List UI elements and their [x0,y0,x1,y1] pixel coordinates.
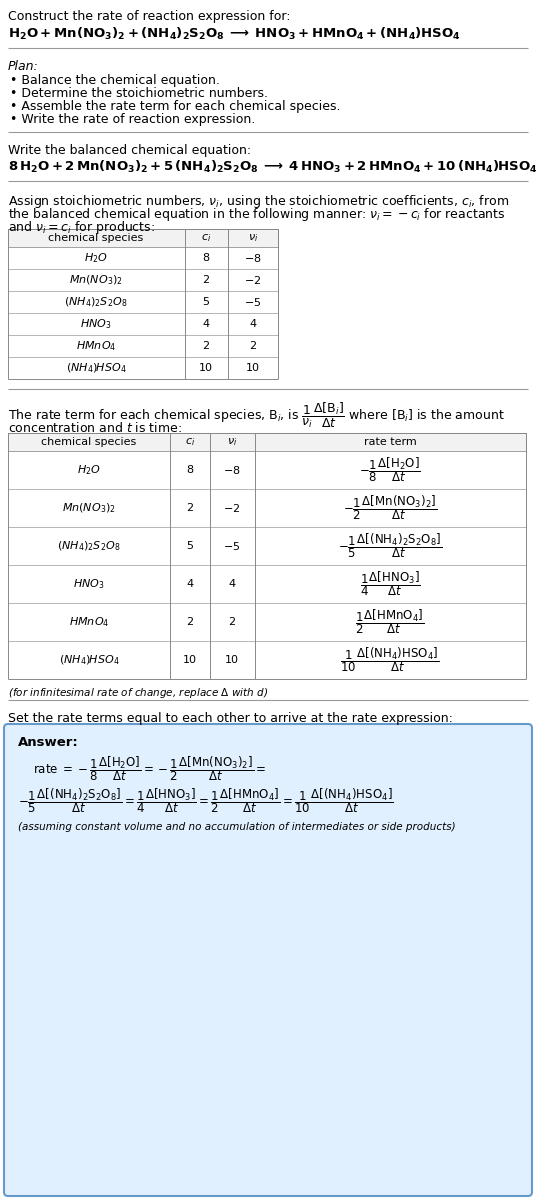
Text: $H_2O$: $H_2O$ [84,251,108,265]
Text: Plan:: Plan: [8,60,39,73]
Text: Assign stoichiometric numbers, $\nu_i$, using the stoichiometric coefficients, $: Assign stoichiometric numbers, $\nu_i$, … [8,193,509,210]
Text: 10: 10 [183,655,197,665]
Text: and $\nu_i = c_i$ for products:: and $\nu_i = c_i$ for products: [8,218,155,236]
Text: Construct the rate of reaction expression for:: Construct the rate of reaction expressio… [8,10,291,23]
Text: • Determine the stoichiometric numbers.: • Determine the stoichiometric numbers. [10,86,268,100]
Text: the balanced chemical equation in the following manner: $\nu_i = -c_i$ for react: the balanced chemical equation in the fo… [8,206,505,223]
Text: $\dfrac{1}{10}\dfrac{\Delta[(\mathrm{NH_4})\mathrm{HSO_4}]}{\Delta t}$: $\dfrac{1}{10}\dfrac{\Delta[(\mathrm{NH_… [340,646,440,674]
Text: $-2$: $-2$ [224,502,241,514]
Text: 5: 5 [187,541,193,551]
Text: $-8$: $-8$ [223,464,241,476]
Text: 8: 8 [203,253,210,263]
Text: 4: 4 [249,319,257,329]
Text: 2: 2 [203,341,210,350]
Text: (for infinitesimal rate of change, replace $\Delta$ with $d$): (for infinitesimal rate of change, repla… [8,686,268,700]
Text: rate term: rate term [363,437,416,446]
Text: $\dfrac{1}{4}\dfrac{\Delta[\mathrm{HNO_3}]}{\Delta t}$: $\dfrac{1}{4}\dfrac{\Delta[\mathrm{HNO_3… [360,570,420,599]
Text: $-5$: $-5$ [244,296,262,308]
Text: $c_i$: $c_i$ [201,232,211,244]
Text: $Mn(NO_3)_2$: $Mn(NO_3)_2$ [69,274,123,287]
Text: $-8$: $-8$ [244,252,262,264]
Text: 4: 4 [228,578,235,589]
Text: $-2$: $-2$ [244,274,262,286]
Text: $\mathbf{8\,H_2O + 2\,Mn(NO_3)_2 + 5\,(NH_4)_2S_2O_8}$$\mathbf{\;\longrightarrow: $\mathbf{8\,H_2O + 2\,Mn(NO_3)_2 + 5\,(N… [8,158,536,175]
Text: $(NH_4)HSO_4$: $(NH_4)HSO_4$ [65,361,126,374]
Text: $\dfrac{1}{2}\dfrac{\Delta[\mathrm{HMnO_4}]}{\Delta t}$: $\dfrac{1}{2}\dfrac{\Delta[\mathrm{HMnO_… [355,607,425,636]
Bar [8,229,278,247]
Text: $HMnO_4$: $HMnO_4$ [69,616,109,629]
Text: 4: 4 [187,578,193,589]
Text: The rate term for each chemical species, B$_i$, is $\dfrac{1}{\nu_i}\dfrac{\Delt: The rate term for each chemical species,… [8,401,505,430]
Text: 2: 2 [203,275,210,284]
Text: $\mathbf{H_2O + Mn(NO_3)_2 + (NH_4)_2S_2O_8}$$\mathbf{\;\longrightarrow\; HNO_3 : $\mathbf{H_2O + Mn(NO_3)_2 + (NH_4)_2S_2… [8,26,460,42]
Text: $(NH_4)HSO_4$: $(NH_4)HSO_4$ [58,653,120,667]
Text: concentration and $t$ is time:: concentration and $t$ is time: [8,421,182,434]
Text: rate $= -\dfrac{1}{8}\dfrac{\Delta[\mathrm{H_2O}]}{\Delta t} = -\dfrac{1}{2}\dfr: rate $= -\dfrac{1}{8}\dfrac{\Delta[\math… [33,754,266,782]
Text: 10: 10 [199,362,213,373]
Text: $(NH_4)_2S_2O_8$: $(NH_4)_2S_2O_8$ [57,539,121,553]
Text: Answer:: Answer: [18,736,79,749]
Text: 2: 2 [249,341,257,350]
Text: • Assemble the rate term for each chemical species.: • Assemble the rate term for each chemic… [10,100,340,113]
Text: 5: 5 [203,296,210,307]
Text: $Mn(NO_3)_2$: $Mn(NO_3)_2$ [62,502,116,515]
Text: $-\dfrac{1}{5}\dfrac{\Delta[(\mathrm{NH_4})_2\mathrm{S_2O_8}]}{\Delta t} = \dfra: $-\dfrac{1}{5}\dfrac{\Delta[(\mathrm{NH_… [18,786,393,815]
Text: 10: 10 [225,655,239,665]
Text: Set the rate terms equal to each other to arrive at the rate expression:: Set the rate terms equal to each other t… [8,712,453,725]
Bar [8,433,526,451]
Text: $\nu_i$: $\nu_i$ [248,232,258,244]
Text: • Write the rate of reaction expression.: • Write the rate of reaction expression. [10,113,255,126]
Text: $\nu_i$: $\nu_i$ [227,436,237,448]
Text: 10: 10 [246,362,260,373]
Text: 4: 4 [203,319,210,329]
Text: $H_2O$: $H_2O$ [77,463,101,476]
Text: 2: 2 [187,503,193,514]
Text: $(NH_4)_2S_2O_8$: $(NH_4)_2S_2O_8$ [64,295,128,308]
Text: $c_i$: $c_i$ [185,436,195,448]
Text: chemical species: chemical species [48,233,144,242]
Text: chemical species: chemical species [41,437,137,446]
Text: • Balance the chemical equation.: • Balance the chemical equation. [10,74,220,86]
Text: 2: 2 [228,617,235,626]
FancyBboxPatch shape [4,724,532,1196]
Text: $HMnO_4$: $HMnO_4$ [76,340,116,353]
Text: 8: 8 [187,464,193,475]
Text: $-\dfrac{1}{8}\dfrac{\Delta[\mathrm{H_2O}]}{\Delta t}$: $-\dfrac{1}{8}\dfrac{\Delta[\mathrm{H_2O… [359,456,421,485]
Text: $-\dfrac{1}{5}\dfrac{\Delta[(\mathrm{NH_4})_2\mathrm{S_2O_8}]}{\Delta t}$: $-\dfrac{1}{5}\dfrac{\Delta[(\mathrm{NH_… [338,532,442,560]
Text: $HNO_3$: $HNO_3$ [80,317,112,331]
Text: $-5$: $-5$ [224,540,241,552]
Text: $-\dfrac{1}{2}\dfrac{\Delta[\mathrm{Mn(NO_3)_2}]}{\Delta t}$: $-\dfrac{1}{2}\dfrac{\Delta[\mathrm{Mn(N… [343,493,437,522]
Text: (assuming constant volume and no accumulation of intermediates or side products): (assuming constant volume and no accumul… [18,822,456,832]
Text: 2: 2 [187,617,193,626]
Text: $HNO_3$: $HNO_3$ [73,577,105,590]
Text: Write the balanced chemical equation:: Write the balanced chemical equation: [8,144,251,157]
